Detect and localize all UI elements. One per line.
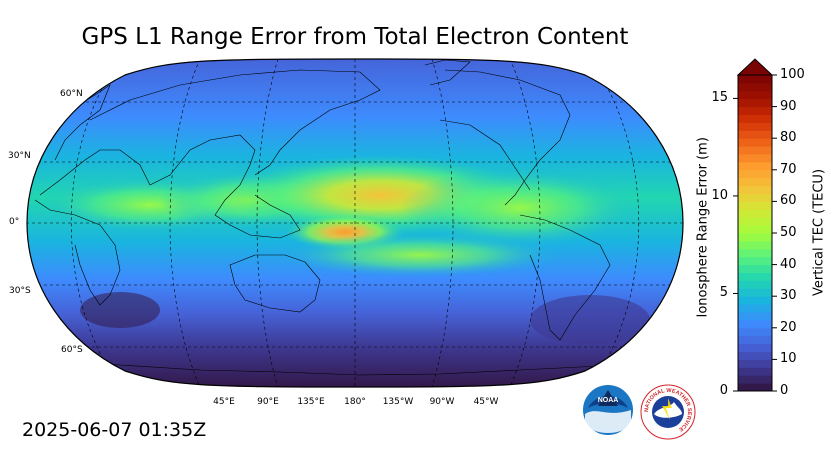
colorbar-segment xyxy=(738,154,772,163)
colorbar-left-tick-label: 5 xyxy=(719,285,728,301)
lat-label-60n: 60°N xyxy=(60,89,83,99)
noaa-logo: NOAA xyxy=(583,385,633,435)
nws-logo: NATIONAL WEATHER SERVICE xyxy=(640,384,696,440)
colorbar-left-axis-label: Ionosphere Range Error (m) xyxy=(695,137,711,318)
lat-label-30s: 30°S xyxy=(9,286,31,296)
colorbar-right-tick-label: 10 xyxy=(780,351,797,367)
chart-title: GPS L1 Range Error from Total Electron C… xyxy=(81,24,629,50)
colorbar-segment xyxy=(738,233,772,242)
colorbar-segment xyxy=(738,335,772,345)
colorbar-segment xyxy=(738,351,772,360)
colorbar-segment xyxy=(738,106,772,115)
colorbar-segment xyxy=(738,225,772,234)
colorbar-right-tick-label: 20 xyxy=(780,319,797,335)
graticule xyxy=(27,59,683,387)
lon-label-135e: 135°E xyxy=(297,397,325,407)
colorbar-segment xyxy=(738,264,772,273)
colorbar-segment xyxy=(738,327,772,337)
colorbar-right-tick-label: 100 xyxy=(780,67,805,82)
colorbar-segment xyxy=(738,75,772,84)
colorbar-left-tick-label: 10 xyxy=(711,187,728,203)
colorbar-segment xyxy=(738,312,772,321)
colorbar-extend-arrow xyxy=(736,58,774,76)
colorbar-right-axis-label: Vertical TEC (TECU) xyxy=(811,168,827,297)
colorbar-right-tick-label: 30 xyxy=(780,288,797,304)
colorbar-left-tick-label: 15 xyxy=(711,90,728,106)
timestamp: 2025-06-07 01:35Z xyxy=(22,419,207,441)
colorbar-segment xyxy=(738,343,772,352)
lat-label-30n: 30°N xyxy=(8,151,31,161)
lon-label-45w: 45°W xyxy=(473,397,499,407)
colorbar-segment xyxy=(738,383,772,392)
colorbar-right-tick-label: 70 xyxy=(780,161,797,177)
colorbar-segment xyxy=(738,280,772,289)
colorbar-segment xyxy=(738,114,772,123)
colorbar-segment xyxy=(738,146,772,155)
lat-label-equator: 0° xyxy=(9,217,20,227)
noaa-logo-text: NOAA xyxy=(598,397,619,404)
colorbar-segment xyxy=(738,272,772,281)
colorbar-segment xyxy=(738,177,772,187)
colorbar-right-tick-label: 0 xyxy=(780,383,789,398)
colorbar-segment xyxy=(738,201,772,210)
lat-label-60s: 60°S xyxy=(61,345,83,355)
lon-label-45e: 45°E xyxy=(213,397,235,407)
colorbar-segment xyxy=(738,319,772,329)
colorbar-segment xyxy=(738,288,772,297)
colorbar-segment xyxy=(738,161,772,171)
coastlines xyxy=(34,59,661,376)
colorbar-segment xyxy=(738,296,772,305)
colorbar-segment xyxy=(738,185,772,194)
colorbar-segment xyxy=(738,82,772,92)
colorbar-left-tick-label: 0 xyxy=(719,383,728,398)
colorbar-segment xyxy=(738,209,772,218)
lon-label-90w: 90°W xyxy=(429,397,455,407)
colorbar-segment xyxy=(738,193,772,202)
colorbar-segment xyxy=(738,304,772,313)
colorbar-segment xyxy=(738,90,772,100)
colorbar-segment xyxy=(738,367,772,376)
colorbar-segment xyxy=(738,375,772,384)
colorbar-segment xyxy=(738,138,772,147)
colorbar-segment xyxy=(738,359,772,368)
colorbar-right-tick-label: 90 xyxy=(780,98,797,114)
lon-label-90e: 90°E xyxy=(257,397,279,407)
colorbar-right-tick-label: 40 xyxy=(780,256,797,272)
colorbar-right-tick-label: 60 xyxy=(780,193,797,209)
colorbar-segment xyxy=(738,217,772,226)
colorbar-right-tick-label: 80 xyxy=(780,130,797,146)
colorbar-segment xyxy=(738,122,772,131)
colorbar-segment xyxy=(738,248,772,258)
colorbar-segment xyxy=(738,256,772,266)
colorbar-segments xyxy=(738,75,772,392)
colorbar-right-tick-label: 50 xyxy=(780,225,797,240)
lon-label-180: 180° xyxy=(344,397,366,407)
colorbar-segment xyxy=(738,130,772,139)
colorbar-segment xyxy=(738,169,772,179)
colorbar-segment xyxy=(738,240,772,250)
map-boundary xyxy=(26,58,684,388)
colorbar-segment xyxy=(738,98,772,108)
lon-label-135w: 135°W xyxy=(382,397,414,407)
